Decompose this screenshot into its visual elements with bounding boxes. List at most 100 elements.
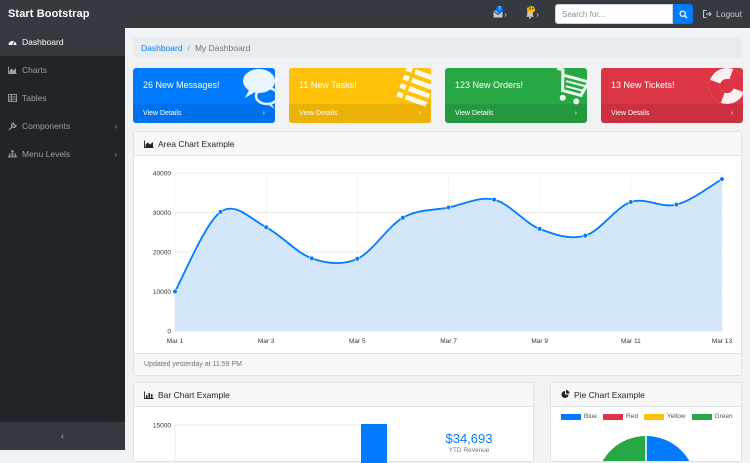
data-point[interactable] <box>628 199 634 205</box>
tasks-card-view-details-link[interactable]: View Details › <box>289 104 431 123</box>
x-tick-label: Mar 7 <box>440 338 457 345</box>
area-chart-icon <box>8 66 17 74</box>
chevron-right-icon: › <box>418 110 421 117</box>
legend-label: Yellow <box>666 413 686 420</box>
orders-card-view-details-link[interactable]: View Details › <box>445 104 587 123</box>
area-chart: 0 10000 20000 30000 40000 Mar 1 Mar 3 Mar 5 Mar … <box>153 171 733 346</box>
sidebar-item-dashboard[interactable]: Dashboard <box>0 28 125 56</box>
area-chart-updated-text: Updated yesterday at 11:59 PM <box>144 361 242 368</box>
bar-chart-card-header: Bar Chart Example <box>134 383 533 407</box>
x-tick-label: Mar 1 <box>167 338 184 345</box>
sidebar-item-label: Charts <box>22 65 48 75</box>
chevron-right-icon: › <box>262 110 265 117</box>
legend-label: Red <box>626 413 638 420</box>
breadcrumb-current: My Dashboard <box>194 42 251 53</box>
x-tick-label: Mar 9 <box>531 338 548 345</box>
legend-swatch-blue <box>561 413 581 420</box>
view-details-label: View Details <box>611 110 650 117</box>
chevron-right-icon: › <box>536 9 539 19</box>
y-tick-label: 15000 <box>153 423 171 430</box>
x-tick-label: Mar 11 <box>621 338 641 345</box>
legend-label: Green <box>714 413 733 420</box>
list-icon <box>396 68 431 107</box>
data-point[interactable] <box>491 197 497 203</box>
pie-slice-blue[interactable] <box>646 436 696 462</box>
data-point[interactable] <box>673 202 680 208</box>
sidebar-item-tables[interactable]: Tables <box>0 84 125 112</box>
search-input[interactable] <box>555 4 673 24</box>
legend-item-blue[interactable]: Blue <box>561 413 597 420</box>
breadcrumb: Dashboard / My Dashboard <box>133 37 742 58</box>
legend-item-red[interactable]: Red <box>603 413 638 420</box>
main-content: Dashboard / My Dashboard 26 New Messages… <box>125 28 750 463</box>
alerts-dropdown[interactable]: 9+ › <box>521 0 543 28</box>
area-chart-footer: Updated yesterday at 11:59 PM <box>134 353 741 375</box>
messages-card-view-details-link[interactable]: View Details › <box>133 104 275 123</box>
logout-link[interactable]: Logout <box>703 9 742 19</box>
data-point[interactable] <box>309 255 315 261</box>
wrench-icon <box>8 121 17 130</box>
x-tick-label: Mar 3 <box>258 338 275 345</box>
messages-dropdown[interactable]: 7 › <box>489 0 511 28</box>
pie-chart-card: Pie Chart Example Blue Red Yellow Green <box>550 382 742 462</box>
sidebar-item-label: Components <box>22 121 71 131</box>
sidebar-item-charts[interactable]: Charts <box>0 56 125 84</box>
sidebar-item-menu-levels[interactable]: Menu Levels › <box>0 140 125 168</box>
chevron-left-icon: ‹ <box>61 431 64 441</box>
data-point[interactable] <box>719 176 725 182</box>
area-chart-card-header: Area Chart Example <box>134 132 741 156</box>
tickets-card-view-details-link[interactable]: View Details › <box>601 104 743 123</box>
data-point[interactable] <box>582 232 588 239</box>
comments-icon <box>243 69 275 109</box>
data-point[interactable] <box>172 288 178 295</box>
legend-swatch-red <box>603 413 624 420</box>
messages-badge: 7 <box>496 6 503 13</box>
y-tick-label: 30000 <box>153 210 171 217</box>
pie-slice-green[interactable] <box>596 436 646 462</box>
x-tick-label: Mar 5 <box>349 338 366 345</box>
data-point[interactable] <box>400 215 406 221</box>
brand-link[interactable]: Start Bootstrap <box>8 8 90 20</box>
search-button[interactable] <box>673 4 693 24</box>
legend-item-green[interactable]: Green <box>691 413 733 420</box>
dashboard-icon <box>8 41 17 46</box>
navbar-right: 7 › 9+ › Logout <box>489 0 742 28</box>
shopping-cart-icon <box>556 68 587 105</box>
messages-card: 26 New Messages! View Details › <box>133 68 275 123</box>
search-icon <box>679 10 688 19</box>
area-chart-icon <box>144 140 154 148</box>
view-details-label: View Details <box>143 110 182 117</box>
search-form <box>555 4 693 24</box>
legend-label: Blue <box>584 413 598 420</box>
tasks-card: 11 New Tasks! View Details › <box>289 68 431 123</box>
ytd-revenue-label: YTD Revenue <box>448 447 490 454</box>
data-point[interactable] <box>537 226 543 232</box>
bar-chart-title: Bar Chart Example <box>158 389 230 400</box>
sign-out-icon <box>703 10 712 18</box>
pie-chart <box>596 436 696 462</box>
top-navbar: Start Bootstrap 7 › 9+ › Logout <box>0 0 750 28</box>
alerts-badge: 9+ <box>527 6 535 13</box>
sidebar-item-label: Tables <box>22 93 47 103</box>
life-ring-icon <box>709 68 743 104</box>
breadcrumb-separator: / <box>187 42 190 53</box>
sidebar-item-components[interactable]: Components › <box>0 112 125 140</box>
sidebar-item-label: Dashboard <box>22 37 64 47</box>
breadcrumb-root-link[interactable]: Dashboard <box>141 42 183 53</box>
legend-swatch-green <box>691 413 712 420</box>
data-point[interactable] <box>217 209 224 215</box>
chevron-right-icon: › <box>504 9 507 19</box>
tickets-card: 13 New Tickets! View Details › <box>601 68 743 123</box>
sidebar-toggle-button[interactable]: ‹ <box>0 422 125 450</box>
area-chart-title: Area Chart Example <box>158 138 235 149</box>
logout-label: Logout <box>716 9 742 19</box>
bar[interactable] <box>361 424 387 463</box>
legend-item-yellow[interactable]: Yellow <box>643 413 686 420</box>
data-point[interactable] <box>354 256 360 262</box>
area-fill <box>175 179 722 331</box>
area-chart-card: Area Chart Example 0 10000 20000 30000 40000… <box>133 131 742 376</box>
data-point[interactable] <box>445 204 452 211</box>
data-point[interactable] <box>263 224 269 230</box>
pie-chart-card-header: Pie Chart Example <box>551 383 741 407</box>
revenue-summary: $34,693 YTD Revenue <box>429 431 509 454</box>
